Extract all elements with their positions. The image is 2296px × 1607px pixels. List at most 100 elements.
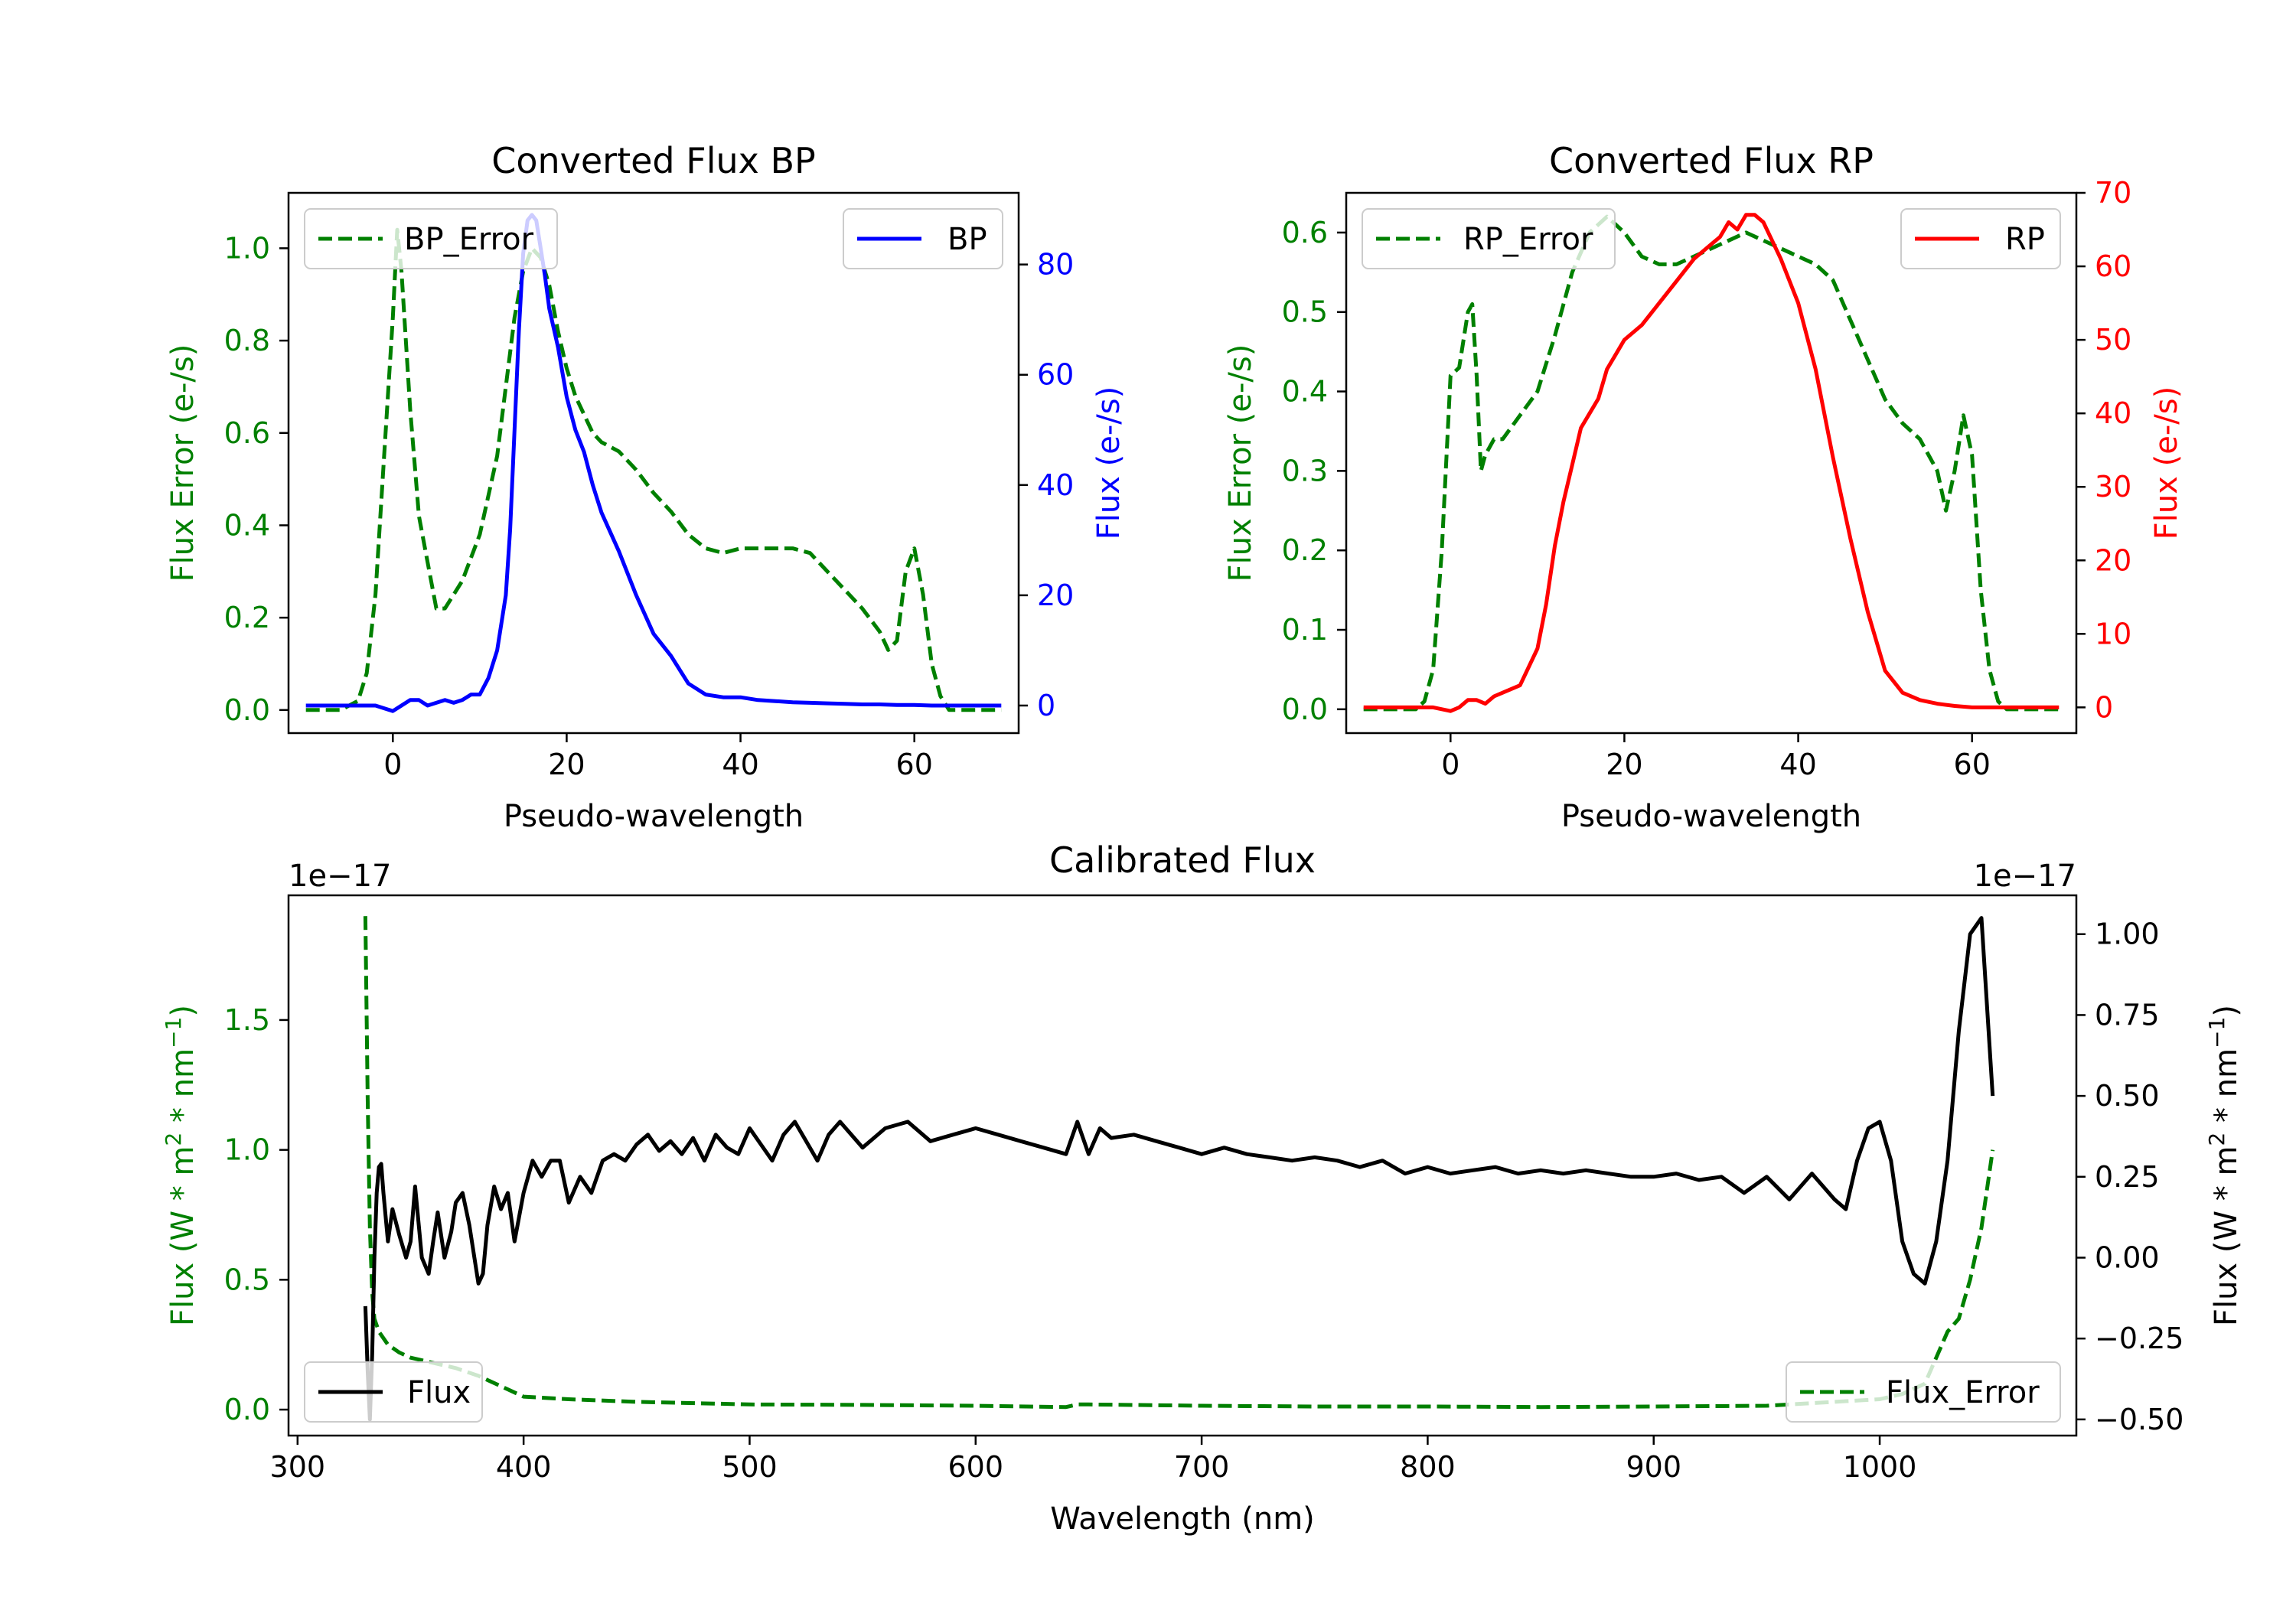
legend-left: RP_Error <box>1362 208 1616 269</box>
y-tick-label-right: 40 <box>2095 396 2131 430</box>
x-tick-label: 40 <box>1779 748 1816 781</box>
y-tick-label-right: 0.25 <box>2095 1160 2160 1194</box>
legend-box <box>304 208 558 269</box>
legend-label: Flux_Error <box>1886 1375 2040 1410</box>
y-tick-label-left: 0.5 <box>1282 295 1328 329</box>
legend-box <box>1362 208 1616 269</box>
legend-left: BP_Error <box>304 208 558 269</box>
series-line-rp <box>1363 213 2060 713</box>
x-tick-label: 60 <box>896 748 933 781</box>
y-tick-label-left: 0.0 <box>224 693 270 727</box>
y-tick-label-left: 0.4 <box>224 508 270 542</box>
x-tick-label: 0 <box>383 748 402 781</box>
x-tick-label: 20 <box>548 748 585 781</box>
legend-label: RP_Error <box>1463 222 1593 257</box>
plot-frame <box>1345 191 2078 735</box>
y-tick-label-left: 0.3 <box>1282 454 1328 487</box>
legend-label: BP <box>947 222 987 257</box>
ylabel-superscript: −1 <box>2204 1017 2229 1048</box>
legend-box <box>1900 208 2061 269</box>
series-line-bp <box>305 213 1002 713</box>
x-tick-label: 20 <box>1606 748 1642 781</box>
y-tick-label-right: 50 <box>2095 323 2131 357</box>
y-tick-label-right: 60 <box>2095 249 2131 283</box>
ylabel-superscript: −1 <box>161 1017 186 1048</box>
series-line-rp-error <box>1363 214 2060 712</box>
y-axis-label-left: Flux Error (e-/s) <box>1223 344 1258 582</box>
x-axis-label: Wavelength (nm) <box>1050 1501 1315 1537</box>
y-tick-label-right: 30 <box>2095 470 2131 504</box>
ylabel-part: ) <box>2209 1005 2244 1017</box>
y-tick-label-right: 80 <box>1037 248 1074 282</box>
y-tick-label-left: 1.0 <box>224 1133 270 1167</box>
y-tick-label-right: 40 <box>1037 468 1074 502</box>
x-tick-label: 300 <box>270 1450 326 1484</box>
y-tick-label-right: 1.00 <box>2095 918 2160 951</box>
ylabel-part: Flux (W * m <box>2209 1146 2244 1326</box>
y-tick-label-right: 60 <box>1037 358 1074 392</box>
tick-layer: 0 20 40 60 0.0 0.2 0.4 0.6 0.8 1.0 0 20 40 60 80 <box>224 231 1075 781</box>
legend-label: RP <box>2005 222 2045 257</box>
panel-converted-flux-bp: Converted Flux BP 0 20 40 60 0.0 0.2 0.4 0.6 0.8… <box>165 140 1127 834</box>
series-layer <box>305 213 1002 713</box>
legend-right: Flux_Error <box>1786 1361 2061 1423</box>
chart-title: Calibrated Flux <box>1049 839 1316 881</box>
y-axis-label-right: Flux (W * m2 * nm−1) <box>2204 1005 2244 1326</box>
ylabel-part: * nm <box>165 1048 201 1133</box>
y-axis-label-left: Flux Error (e-/s) <box>165 344 201 582</box>
ylabel-part: ) <box>165 1005 201 1017</box>
ylabel-superscript: 2 <box>161 1133 186 1146</box>
series-line-bp-error <box>305 227 1002 712</box>
legend-label: Flux <box>407 1375 471 1410</box>
offset-text-left: 1e−17 <box>289 859 391 894</box>
y-tick-label-left: 0.2 <box>1282 533 1328 567</box>
legend-box <box>843 208 1003 269</box>
x-axis-label: Pseudo-wavelength <box>504 799 804 834</box>
x-tick-label: 500 <box>722 1450 778 1484</box>
tick-layer: 300 400 500 600 700 800 900 1000 0.0 0.5 1.0 1.5 −0.… <box>224 918 2184 1484</box>
y-tick-label-right: 0 <box>2095 690 2113 724</box>
y-tick-label-left: 0.5 <box>224 1263 270 1296</box>
plot-frame <box>287 894 2078 1437</box>
legend-box <box>304 1361 483 1423</box>
y-tick-label-left: 0.2 <box>224 601 270 634</box>
x-tick-label: 40 <box>722 748 758 781</box>
legend-left: Flux <box>304 1361 483 1423</box>
x-tick-label: 600 <box>948 1450 1004 1484</box>
y-tick-label-right: 0.50 <box>2095 1079 2160 1113</box>
y-tick-label-left: 0.8 <box>224 324 270 357</box>
y-axis-label-right: Flux (e-/s) <box>1091 386 1127 539</box>
y-tick-label-left: 0.6 <box>224 416 270 450</box>
legend-right: BP <box>843 208 1003 269</box>
y-tick-label-right: −0.50 <box>2095 1403 2183 1436</box>
chart-title: Converted Flux BP <box>491 140 816 181</box>
y-tick-label-right: 0.75 <box>2095 998 2160 1032</box>
legend-right: RP <box>1900 208 2061 269</box>
series-line-flux <box>363 916 1995 1422</box>
y-axis-label-right: Flux (e-/s) <box>2149 386 2184 539</box>
y-tick-label-right: 20 <box>1037 579 1074 612</box>
ylabel-part: Flux (W * m <box>165 1146 201 1326</box>
ylabel-superscript: 2 <box>2204 1133 2229 1146</box>
y-tick-label-left: 0.4 <box>1282 375 1328 409</box>
y-tick-label-right: 70 <box>2095 176 2131 210</box>
y-tick-label-left: 0.6 <box>1282 216 1328 249</box>
y-tick-label-left: 1.5 <box>224 1003 270 1037</box>
y-axis-label-left: Flux (W * m2 * nm−1) <box>161 1005 201 1326</box>
x-tick-label: 1000 <box>1843 1450 1917 1484</box>
offset-text-right: 1e−17 <box>1974 859 2076 894</box>
chart-title: Converted Flux RP <box>1549 140 1874 181</box>
tick-layer: 0 20 40 60 0.0 0.1 0.2 0.3 0.4 0.5 0.6 0 10 20 30 40 50 6… <box>1282 176 2132 781</box>
x-tick-label: 700 <box>1174 1450 1230 1484</box>
x-tick-label: 0 <box>1441 748 1459 781</box>
legend-label: BP_Error <box>404 222 534 257</box>
y-tick-label-left: 1.0 <box>224 231 270 265</box>
y-tick-label-left: 0.1 <box>1282 613 1328 647</box>
y-tick-label-right: 0 <box>1037 689 1055 722</box>
y-tick-label-right: 10 <box>2095 617 2131 650</box>
y-tick-label-right: 0.00 <box>2095 1240 2160 1274</box>
x-tick-label: 800 <box>1400 1450 1456 1484</box>
x-tick-label: 400 <box>496 1450 552 1484</box>
panel-converted-flux-rp: Converted Flux RP 0 20 40 60 0.0 0.1 0.2 0.3 0.4… <box>1223 140 2184 834</box>
ylabel-part: * nm <box>2209 1048 2244 1133</box>
